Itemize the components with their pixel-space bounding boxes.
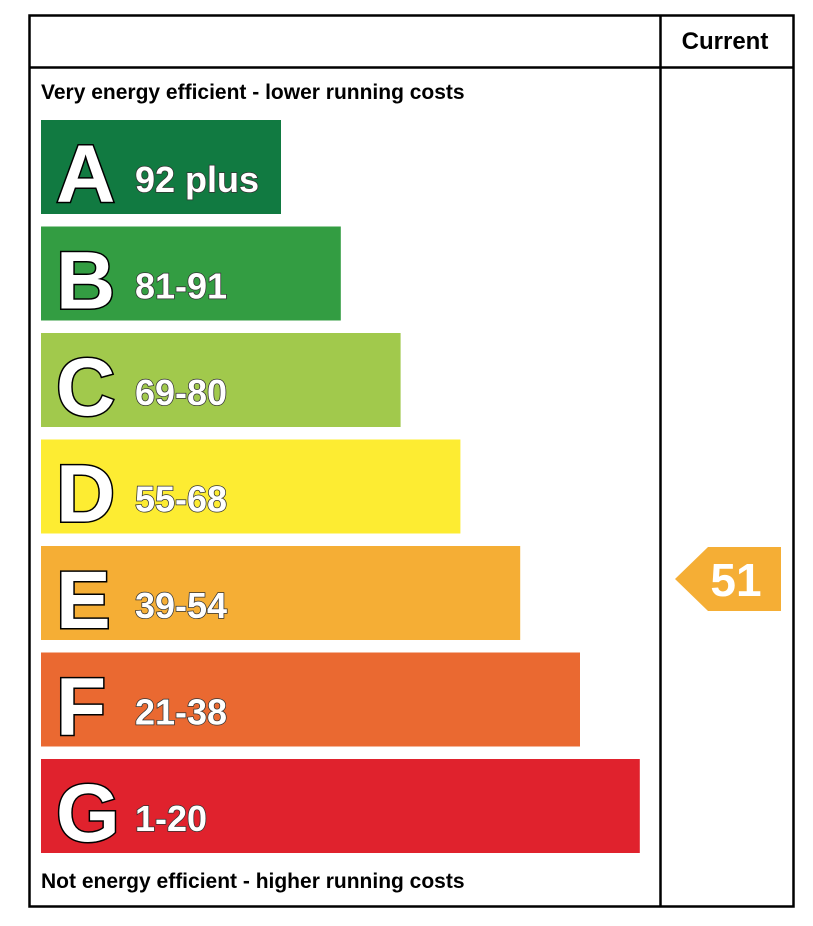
band-range: 21-38 (135, 692, 227, 733)
band-letter: F (56, 662, 106, 753)
band-range: 92 plus (135, 159, 259, 200)
band-bar (41, 652, 580, 747)
bottom-caption: Not energy efficient - higher running co… (41, 870, 465, 893)
band-bar (41, 759, 640, 853)
top-caption: Very energy efficient - lower running co… (41, 81, 465, 104)
band-range: 39-54 (135, 585, 227, 626)
band-letter: G (56, 768, 120, 859)
band-range: 1-20 (135, 798, 207, 839)
band-letter: A (56, 129, 115, 220)
band-g: G 1-20 (41, 759, 640, 861)
band-bar (41, 226, 341, 321)
current-rating-arrow (675, 547, 781, 611)
current-column-header: Current (682, 28, 769, 55)
band-a: A 92 plus (41, 120, 281, 222)
band-letter: E (56, 555, 111, 646)
band-bar (41, 439, 461, 534)
band-range: 69-80 (135, 372, 227, 413)
band-d: D 55-68 (41, 439, 461, 541)
band-c: C 69-80 (41, 333, 401, 435)
current-rating-value: 51 (710, 554, 761, 606)
band-bar (41, 546, 521, 640)
chart-frame (28, 14, 795, 908)
band-bar (41, 333, 401, 427)
band-bar (41, 120, 281, 214)
band-f: F 21-38 (41, 652, 580, 754)
band-letter: D (56, 449, 115, 540)
band-e: E 39-54 (41, 546, 521, 648)
band-range: 81-91 (135, 266, 227, 307)
band-b: B 81-91 (41, 226, 341, 328)
band-letter: B (56, 236, 115, 327)
band-letter: C (56, 342, 115, 433)
band-range: 55-68 (135, 479, 227, 520)
